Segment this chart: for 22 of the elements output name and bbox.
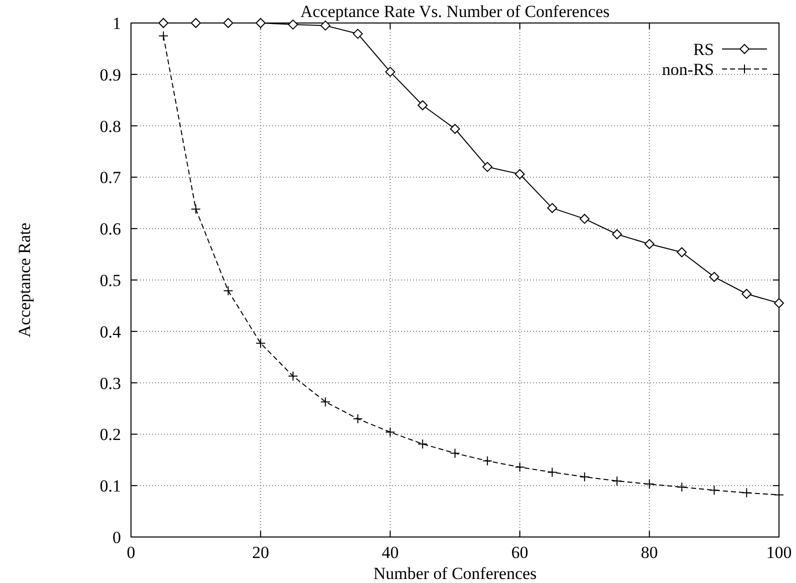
y-tick-label: 0.9 xyxy=(100,65,121,84)
y-tick-label: 0.4 xyxy=(100,322,122,342)
y-tick-label: 0.7 xyxy=(100,168,122,188)
y-axis-title: Acceptance Rate xyxy=(15,222,34,338)
y-tick-label: 0.5 xyxy=(100,271,121,290)
y-tick-label: 0.1 xyxy=(100,476,121,496)
x-tick-label: 100 xyxy=(766,543,792,562)
y-tick-label: 0.8 xyxy=(100,116,121,136)
legend-label: RS xyxy=(693,40,714,59)
x-tick-label: 60 xyxy=(511,543,528,562)
legend-label: non-RS xyxy=(662,60,714,79)
y-tick-label: 0.2 xyxy=(100,425,121,444)
y-tick-label: 0.6 xyxy=(100,220,121,239)
x-tick-label: 20 xyxy=(252,543,270,562)
chart-title: Acceptance Rate Vs. Number of Conferences xyxy=(300,2,610,21)
y-tick-label: 1 xyxy=(112,14,121,33)
x-tick-label: 0 xyxy=(126,543,136,562)
x-axis-title: Number of Conferences xyxy=(373,564,537,583)
x-tick-label: 80 xyxy=(640,543,658,562)
y-tick-label: 0.3 xyxy=(100,374,121,393)
x-tick-label: 40 xyxy=(382,543,399,562)
y-tick-label: 0 xyxy=(112,528,121,547)
